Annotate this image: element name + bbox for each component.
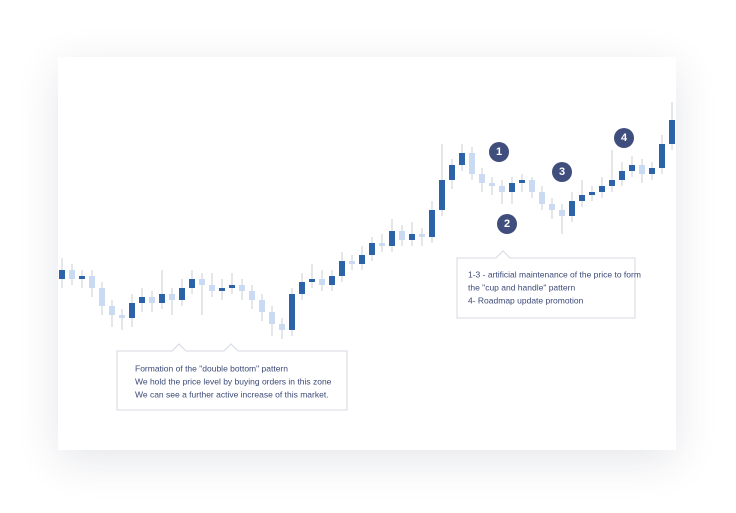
candle-body xyxy=(649,168,655,174)
candle-body xyxy=(429,210,435,237)
candle-body xyxy=(109,306,115,315)
candle-body xyxy=(159,294,165,303)
candle-body xyxy=(129,303,135,318)
candle-body xyxy=(229,285,235,288)
candle-body xyxy=(269,312,275,324)
marker xyxy=(552,162,572,182)
callout-box xyxy=(456,250,636,319)
candle-body xyxy=(599,186,605,192)
candle-body xyxy=(209,285,215,291)
candle-body xyxy=(419,234,425,237)
candle-body xyxy=(449,165,455,180)
callout-text: the "cup and handle" pattern xyxy=(468,282,575,292)
candle-body xyxy=(349,261,355,264)
candle-body xyxy=(479,174,485,183)
candle-body xyxy=(59,270,65,279)
candle-body xyxy=(319,279,325,285)
candle-body xyxy=(339,261,345,276)
candle-body xyxy=(409,234,415,240)
candle-body xyxy=(459,153,465,165)
candle-body xyxy=(379,243,385,246)
marker-label: 3 xyxy=(559,166,565,178)
marker xyxy=(614,128,634,148)
candle-body xyxy=(249,291,255,300)
candle-body xyxy=(389,231,395,246)
candle-body xyxy=(309,279,315,282)
candle-body xyxy=(539,192,545,204)
annotations: 1 2 3 4 Formation of the "double bottom" pat… xyxy=(135,128,641,399)
candle-body xyxy=(609,180,615,186)
candles xyxy=(59,102,675,339)
candle-body xyxy=(489,183,495,186)
callout-text: We can see a further active increase of … xyxy=(135,389,329,399)
candle-body xyxy=(289,294,295,330)
candle-body xyxy=(239,285,245,291)
candle-body xyxy=(529,180,535,192)
callout-text: 4- Roadmap update promotion xyxy=(468,295,584,305)
callout-text: Formation of the "double bottom" pattern xyxy=(135,363,288,373)
candle-body xyxy=(519,180,525,183)
candle-body xyxy=(359,255,365,264)
candle-body xyxy=(69,270,75,279)
marker xyxy=(489,142,509,162)
candle-body xyxy=(79,276,85,279)
candle-body xyxy=(589,192,595,195)
candle-body xyxy=(99,288,105,306)
candle-body xyxy=(279,324,285,330)
callout-text: 1-3 - artificial maintenance of the pric… xyxy=(468,269,641,279)
marker xyxy=(497,214,517,234)
candle-body xyxy=(669,120,675,144)
candle-body xyxy=(569,201,575,216)
candle-body xyxy=(579,195,585,201)
candle-body xyxy=(469,153,475,174)
marker-label: 1 xyxy=(496,146,502,158)
candle-body xyxy=(299,282,305,294)
candle-body xyxy=(639,165,645,174)
candle-body xyxy=(329,276,335,285)
candle-body xyxy=(179,288,185,300)
candle-body xyxy=(139,297,145,303)
candle-body xyxy=(549,204,555,210)
candle-body xyxy=(149,297,155,303)
candle-body xyxy=(199,279,205,285)
candle-body xyxy=(259,300,265,312)
candle-body xyxy=(499,186,505,192)
candle-body xyxy=(439,180,445,210)
candle-body xyxy=(399,231,405,240)
candle-body xyxy=(509,183,515,192)
candle-body xyxy=(219,288,225,291)
candle-body xyxy=(619,171,625,180)
candle-body xyxy=(559,210,565,216)
candle-body xyxy=(89,276,95,288)
candle-body xyxy=(189,279,195,288)
candle-body xyxy=(629,165,635,171)
candle-body xyxy=(659,144,665,168)
callout-box xyxy=(116,343,348,411)
marker-label: 2 xyxy=(504,218,510,230)
candle-body xyxy=(369,243,375,255)
candle-body xyxy=(169,294,175,300)
marker-label: 4 xyxy=(621,132,628,144)
candle-body xyxy=(119,315,125,318)
callout-text: We hold the price level by buying orders… xyxy=(135,376,332,386)
